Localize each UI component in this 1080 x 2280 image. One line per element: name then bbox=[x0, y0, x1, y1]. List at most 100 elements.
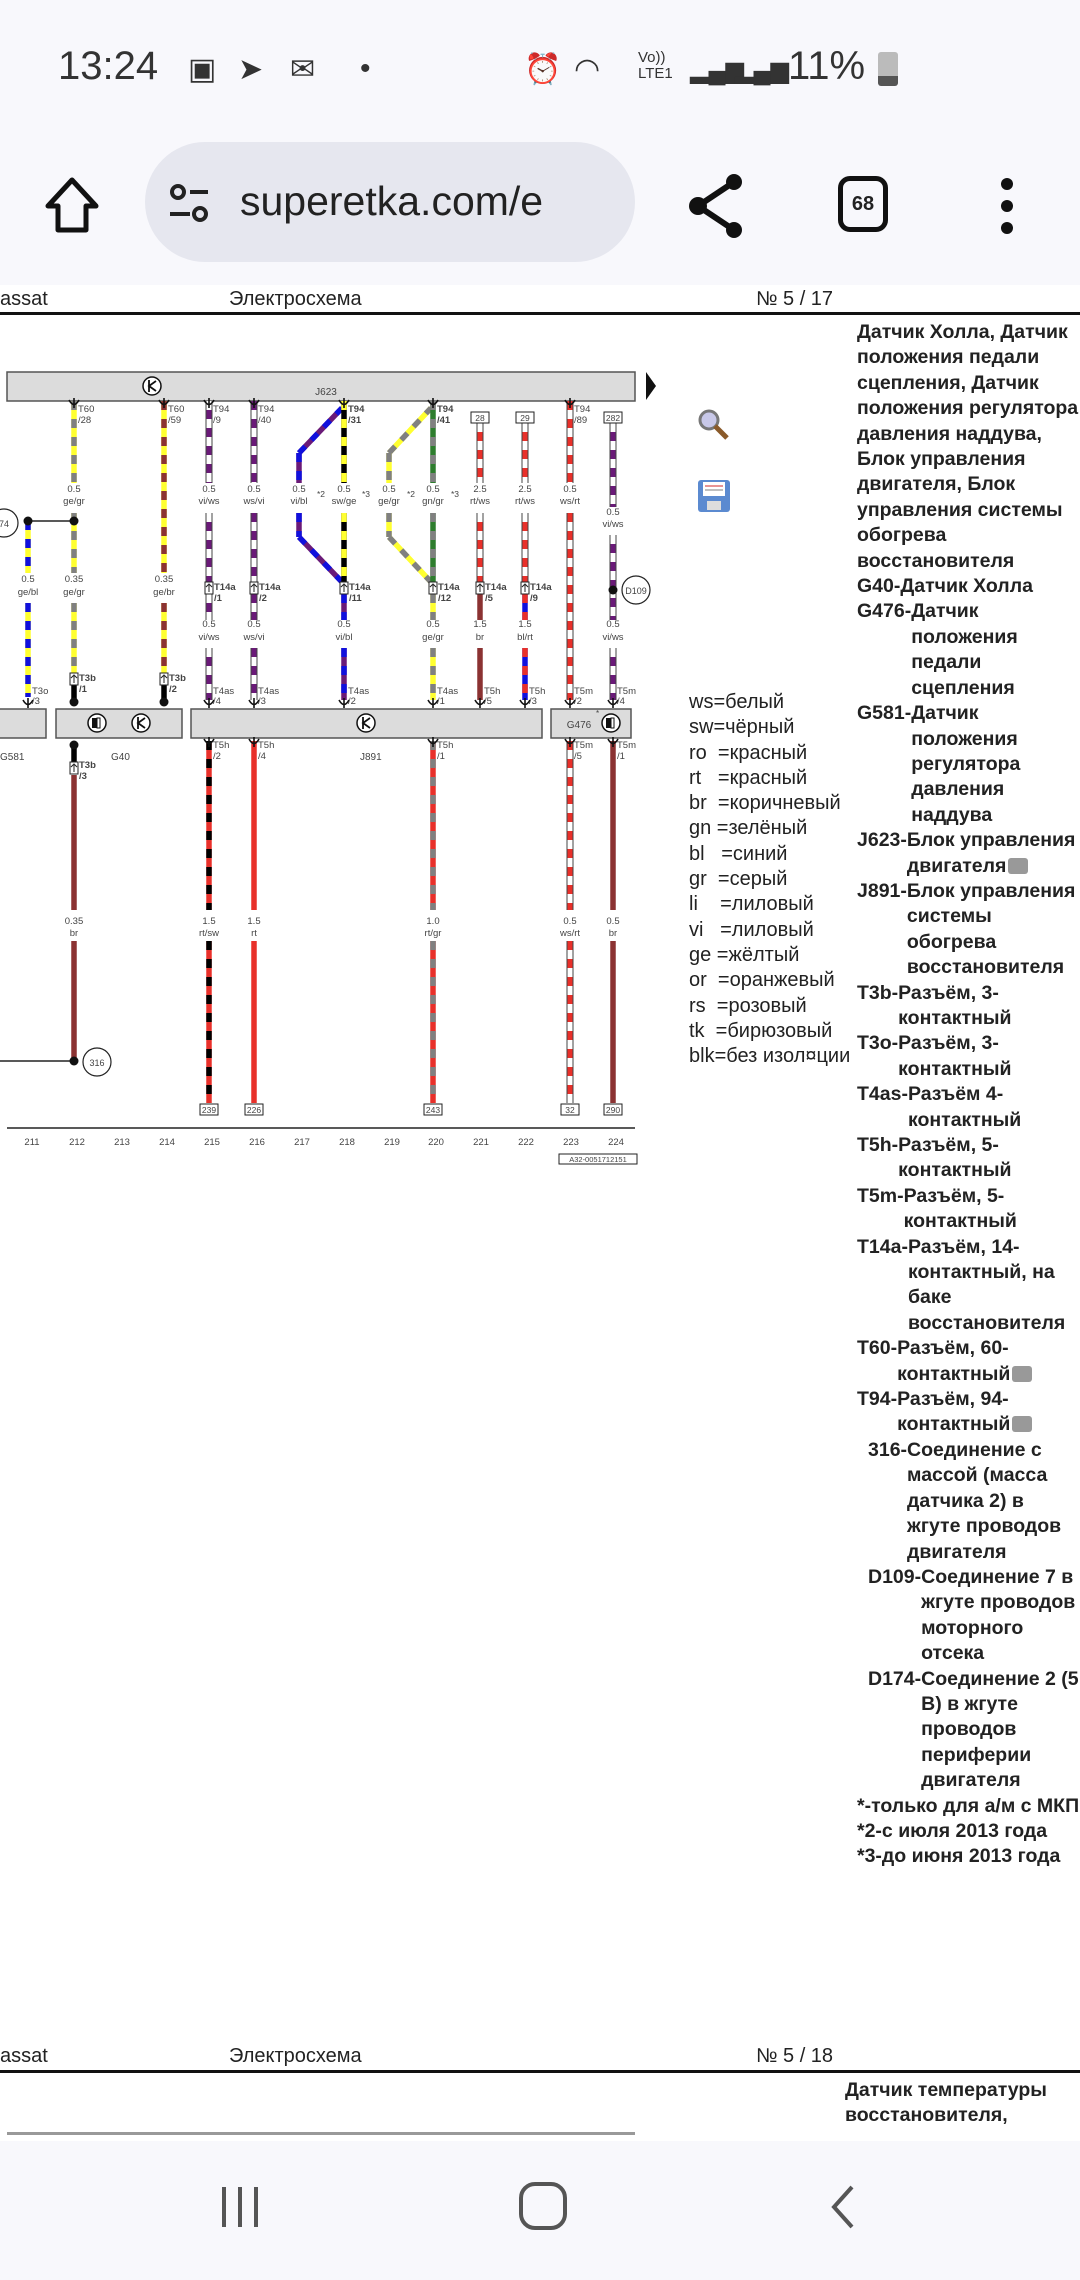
reference-box[interactable] bbox=[603, 1103, 623, 1116]
battery-icon bbox=[878, 52, 898, 86]
more-menu-icon[interactable] bbox=[996, 176, 1018, 236]
address-bar[interactable] bbox=[145, 142, 635, 262]
home-nav-icon[interactable] bbox=[518, 2181, 568, 2231]
reference-box[interactable] bbox=[199, 1103, 219, 1116]
connector-label: T60 bbox=[78, 404, 94, 415]
wire-color-code: ge/gr bbox=[378, 496, 400, 507]
wire-diagonal bbox=[386, 406, 434, 455]
component-code: 316- bbox=[868, 1438, 908, 1461]
connector-pin: /3 bbox=[529, 696, 537, 707]
camera-icon[interactable] bbox=[1008, 857, 1029, 874]
wiring-diagram[interactable]: J623 G476 * G581 G40 J891 0.5 ge/bl T3o/3 T60/28 0… bbox=[0, 0, 670, 1180]
legend-item: ro =красный bbox=[689, 741, 808, 764]
legend-item: li =лиловый bbox=[689, 893, 814, 916]
reference-box[interactable] bbox=[423, 1103, 443, 1116]
wire-size: 0.5 bbox=[426, 484, 439, 495]
tab-switcher-button[interactable]: 68 bbox=[838, 176, 888, 232]
reference-number: 239 bbox=[202, 1105, 216, 1115]
connector-label: T5m bbox=[574, 686, 593, 697]
footnote: *3-до июня 2013 года bbox=[857, 1845, 1061, 1868]
diagram-description: Датчик Холла, Датчик положения педали сц… bbox=[857, 321, 1079, 572]
column-number: 212 bbox=[69, 1137, 85, 1148]
connector-pin: /4 bbox=[213, 696, 221, 707]
wire-size: 0.5 bbox=[202, 484, 215, 495]
sensor-symbol-icon bbox=[601, 713, 621, 733]
wire-color-code: vi/ws bbox=[602, 632, 623, 643]
component-label-j891: J891 bbox=[360, 752, 382, 763]
connector-pin: /31 bbox=[348, 415, 362, 426]
reference-box[interactable] bbox=[515, 411, 535, 424]
save-floppy-icon[interactable] bbox=[697, 479, 731, 513]
page2-number: № 5 / 18 bbox=[756, 2045, 834, 2067]
connector-photo-icon[interactable] bbox=[1012, 1416, 1033, 1433]
component-entry: T60- Разъём, 60-контактный bbox=[857, 1336, 1080, 1387]
reference-box[interactable] bbox=[470, 411, 490, 424]
color-legend: ws=белый sw=чёрный ro =красный rt =красный b… bbox=[689, 690, 850, 1069]
wire-size: 0.5 bbox=[606, 507, 619, 518]
connector-pin: /5 bbox=[574, 751, 582, 762]
component-entry: T14a- Разъём, 14-контактный, на баке восс… bbox=[857, 1235, 1080, 1337]
component-label-g40: G40 bbox=[111, 752, 130, 763]
reference-box[interactable] bbox=[603, 411, 623, 424]
reference-box[interactable] bbox=[244, 1103, 264, 1116]
legend-item: sw=чёрный bbox=[689, 716, 795, 739]
drawing-id: A32-0051712151 bbox=[569, 1155, 627, 1164]
reference-number: 226 bbox=[247, 1105, 261, 1115]
wire-size: 0.35 bbox=[155, 574, 174, 585]
connector-pin: /9 bbox=[213, 415, 221, 426]
wire-color-code: ws/rt bbox=[559, 496, 580, 507]
connector-label: T5h bbox=[258, 740, 274, 751]
inline-connector-label: T3b bbox=[169, 673, 186, 684]
component-entry: J891- Блок управления системы обогрева во… bbox=[857, 879, 1080, 981]
connector-label: T4as bbox=[348, 686, 369, 697]
connector-photo-icon[interactable] bbox=[1012, 1365, 1033, 1382]
component-name: Разъём, 3-контактный bbox=[898, 981, 1012, 1029]
inline-connector-pin: /3 bbox=[79, 771, 87, 782]
junction-dot bbox=[69, 697, 79, 707]
wire-size: 1.5 bbox=[518, 619, 531, 630]
home-icon[interactable] bbox=[44, 176, 100, 234]
component-j623[interactable] bbox=[6, 371, 636, 402]
component-g40[interactable] bbox=[55, 708, 183, 739]
next-arrow-icon[interactable] bbox=[646, 372, 656, 400]
legend-item: blk=без изол¤ции bbox=[689, 1045, 851, 1068]
component-code: G476- bbox=[857, 600, 912, 623]
recent-apps-icon[interactable] bbox=[218, 2183, 262, 2231]
pin-contact-icon bbox=[564, 398, 576, 408]
wire-color-code: ws/rt bbox=[559, 928, 580, 939]
connector-pin: /3 bbox=[258, 696, 266, 707]
connector-label: T94 bbox=[258, 404, 274, 415]
url-text[interactable]: superetka.com/e bbox=[240, 178, 544, 224]
wire-color-code: vi/bl bbox=[291, 496, 308, 507]
component-entry: T5h- Разъём, 5-контактный bbox=[857, 1133, 1080, 1184]
component-name: Разъём, 5-контактный bbox=[903, 1184, 1017, 1233]
back-icon[interactable] bbox=[828, 2183, 858, 2231]
site-settings-icon[interactable] bbox=[168, 182, 212, 226]
pin-contact-icon bbox=[607, 698, 619, 708]
wire-size: 2.5 bbox=[473, 484, 486, 495]
wire-size: 1.5 bbox=[247, 916, 260, 927]
component-code: T3b- bbox=[857, 981, 899, 1004]
junction-dot bbox=[23, 516, 33, 526]
splice-d174-label: 74 bbox=[0, 519, 9, 529]
footnote: *-только для а/м с МКП bbox=[857, 1794, 1080, 1817]
share-icon[interactable] bbox=[684, 172, 748, 240]
wire-size: 0.35 bbox=[65, 916, 84, 927]
signal-2-icon: ▂▄▆ bbox=[735, 57, 789, 84]
component-name: Соединение с массой (масса датчика 2) в … bbox=[907, 1438, 1062, 1563]
component-entry: G476- Датчик положения педали сцепления bbox=[857, 599, 1080, 701]
connector-label: T5m bbox=[617, 686, 636, 697]
inline-connector-label: T3b bbox=[79, 673, 96, 684]
pin-contact-icon bbox=[248, 398, 260, 408]
wire-size: 0.5 bbox=[67, 484, 80, 495]
wire-size: 1.5 bbox=[202, 916, 215, 927]
component-name: Разъём, 14-контактный, на баке восстанов… bbox=[907, 1235, 1066, 1334]
component-entry: T4as- Разъём 4-контактный bbox=[857, 1082, 1080, 1133]
component-entry: J623- Блок управления двигателя bbox=[857, 828, 1080, 879]
pin-contact-icon bbox=[203, 398, 215, 408]
reference-box[interactable] bbox=[560, 1103, 580, 1116]
connector-pin: /4 bbox=[617, 696, 625, 707]
zoom-magnifier-icon[interactable] bbox=[696, 408, 730, 442]
component-g581[interactable] bbox=[0, 708, 47, 739]
page2-diagram-edge bbox=[7, 2132, 635, 2135]
